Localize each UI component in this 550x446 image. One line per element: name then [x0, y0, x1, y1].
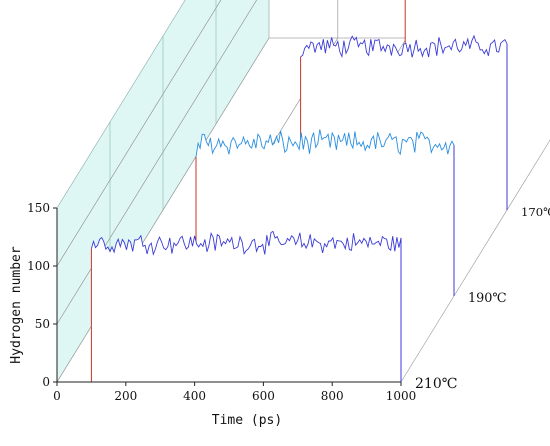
x-tick-label: 800 [321, 389, 344, 403]
y-tick-label: 100 [27, 259, 50, 273]
series-line [90, 230, 402, 256]
x-tick-label: 400 [183, 389, 206, 403]
series-line [300, 34, 508, 59]
x-tick-label: 600 [252, 389, 275, 403]
y-tick-label: 0 [42, 375, 50, 389]
series-label: 190℃ [468, 291, 507, 306]
y-axis-title: Hydrogen number [9, 246, 24, 364]
x-axis-title: Time (ps) [212, 413, 282, 428]
y-grid-line [56, 0, 258, 325]
series-line [195, 129, 455, 157]
x-tick-label: 0 [53, 389, 61, 403]
series-label: 170℃ [521, 205, 550, 219]
series-label: 210℃ [415, 376, 457, 392]
x-tick-label: 200 [114, 389, 137, 403]
series-ribbon [91, 231, 402, 382]
y-tick-label: 50 [35, 317, 50, 331]
x-tick-label: 1000 [386, 389, 417, 403]
y-grid-line [56, 0, 222, 267]
y-tick-label: 150 [27, 201, 50, 215]
